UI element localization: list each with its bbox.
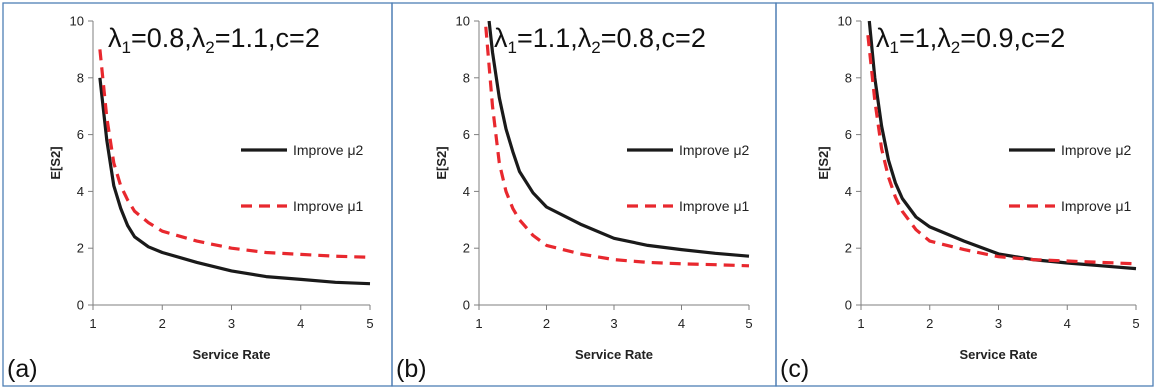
series-line-improve-mu2	[487, 20, 750, 258]
x-axis-title: Service Rate	[192, 347, 270, 362]
y-tick-label: 4	[463, 184, 470, 199]
legend-label: Improve μ2	[1061, 142, 1132, 158]
series-line-improve-mu2	[867, 20, 1137, 271]
y-tick-label: 10	[838, 14, 852, 29]
y-tick-label: 8	[77, 70, 84, 85]
series-line-improve-mu1	[98, 49, 371, 259]
x-tick-label: 1	[475, 316, 482, 331]
panel-letter: (b)	[396, 355, 427, 383]
y-axis-title: E[S2]	[48, 146, 63, 179]
y-tick-label: 8	[845, 70, 852, 85]
y-tick-label: 0	[77, 298, 84, 313]
panel-title: λ1=1.1,λ2=0.8,c=2	[494, 23, 706, 57]
x-tick-label: 5	[745, 316, 752, 331]
y-tick-label: 4	[845, 184, 852, 199]
panel-letter: (a)	[7, 355, 38, 383]
series-line-improve-mu1	[484, 26, 750, 268]
panel-border	[775, 2, 1154, 387]
legend-label: Improve μ2	[679, 142, 750, 158]
x-tick-label: 5	[366, 316, 373, 331]
y-tick-label: 0	[463, 298, 470, 313]
y-tick-label: 0	[845, 298, 852, 313]
x-tick-label: 3	[610, 316, 617, 331]
y-tick-label: 2	[463, 241, 470, 256]
y-tick-label: 6	[77, 127, 84, 142]
x-axis-title: Service Rate	[575, 347, 653, 362]
y-tick-label: 6	[463, 127, 470, 142]
x-tick-label: 5	[1132, 316, 1139, 331]
legend-label: Improve μ2	[293, 142, 364, 158]
x-tick-label: 2	[159, 316, 166, 331]
y-tick-label: 8	[463, 70, 470, 85]
y-tick-label: 10	[70, 14, 84, 29]
legend-label: Improve μ1	[679, 198, 750, 214]
panel-title: λ1=1,λ2=0.9,c=2	[876, 23, 1065, 57]
y-tick-label: 2	[77, 241, 84, 256]
x-tick-label: 4	[1064, 316, 1071, 331]
x-tick-label: 4	[297, 316, 304, 331]
x-axis-title: Service Rate	[959, 347, 1037, 362]
x-tick-label: 1	[857, 316, 864, 331]
y-tick-label: 6	[845, 127, 852, 142]
panel-border	[391, 2, 777, 387]
legend-label: Improve μ1	[1061, 198, 1132, 214]
panel-border	[2, 2, 393, 387]
y-tick-label: 2	[845, 241, 852, 256]
y-axis-title: E[S2]	[816, 146, 831, 179]
series-line-improve-mu2	[98, 77, 371, 286]
y-axis-title: E[S2]	[434, 146, 449, 179]
panel-letter: (c)	[780, 355, 809, 383]
x-tick-label: 3	[228, 316, 235, 331]
x-tick-label: 2	[543, 316, 550, 331]
x-tick-label: 2	[926, 316, 933, 331]
x-tick-label: 4	[678, 316, 685, 331]
panel-title: λ1=0.8,λ2=1.1,c=2	[108, 23, 320, 57]
x-tick-label: 3	[995, 316, 1002, 331]
y-tick-label: 10	[456, 14, 470, 29]
x-tick-label: 1	[89, 316, 96, 331]
legend-label: Improve μ1	[293, 198, 364, 214]
y-tick-label: 4	[77, 184, 84, 199]
